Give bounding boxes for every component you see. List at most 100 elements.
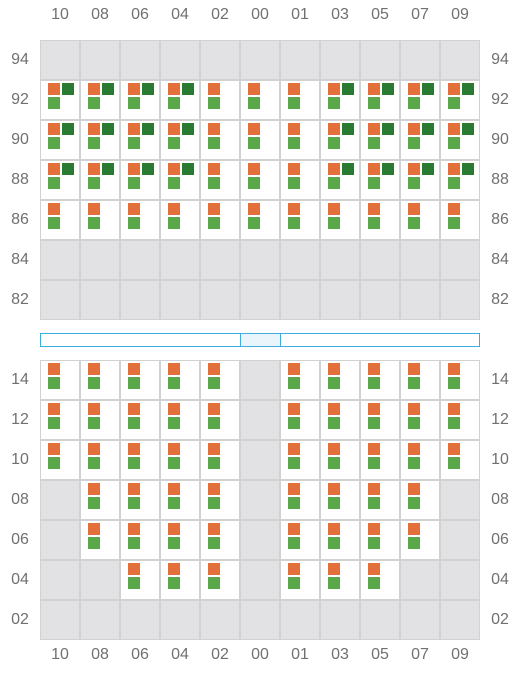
upper-cell-92-00[interactable] — [240, 80, 280, 120]
lower-cell-14-04[interactable] — [160, 360, 200, 400]
lower-cell-10-01[interactable] — [280, 440, 320, 480]
lower-cell-06-07[interactable] — [400, 520, 440, 560]
upper-cell-88-05[interactable] — [360, 160, 400, 200]
lower-cell-14-10[interactable] — [40, 360, 80, 400]
upper-cell-92-03[interactable] — [320, 80, 360, 120]
upper-cell-88-07[interactable] — [400, 160, 440, 200]
lower-cell-14-05[interactable] — [360, 360, 400, 400]
upper-cell-86-01[interactable] — [280, 200, 320, 240]
lower-cell-08-01[interactable] — [280, 480, 320, 520]
lower-cell-06-08[interactable] — [80, 520, 120, 560]
row-label-right: 90 — [491, 131, 509, 148]
lower-cell-12-02[interactable] — [200, 400, 240, 440]
lower-cell-10-04[interactable] — [160, 440, 200, 480]
upper-cell-84-03 — [320, 240, 360, 280]
lower-cell-04-04[interactable] — [160, 560, 200, 600]
lower-cell-12-05[interactable] — [360, 400, 400, 440]
upper-cell-90-01[interactable] — [280, 120, 320, 160]
lower-cell-06-01[interactable] — [280, 520, 320, 560]
upper-cell-88-10[interactable] — [40, 160, 80, 200]
lower-cell-10-08[interactable] — [80, 440, 120, 480]
upper-cell-92-05[interactable] — [360, 80, 400, 120]
lower-cell-08-04[interactable] — [160, 480, 200, 520]
upper-cell-90-02[interactable] — [200, 120, 240, 160]
upper-cell-86-09[interactable] — [440, 200, 480, 240]
upper-cell-88-01[interactable] — [280, 160, 320, 200]
lower-cell-08-03[interactable] — [320, 480, 360, 520]
lower-cell-14-03[interactable] — [320, 360, 360, 400]
lower-cell-10-02[interactable] — [200, 440, 240, 480]
upper-cell-84-00 — [240, 240, 280, 280]
upper-cell-90-09[interactable] — [440, 120, 480, 160]
lower-cell-10-09[interactable] — [440, 440, 480, 480]
lower-cell-06-05[interactable] — [360, 520, 400, 560]
upper-cell-92-04[interactable] — [160, 80, 200, 120]
upper-cell-86-03[interactable] — [320, 200, 360, 240]
upper-cell-88-06[interactable] — [120, 160, 160, 200]
lower-cell-08-08[interactable] — [80, 480, 120, 520]
upper-cell-88-08[interactable] — [80, 160, 120, 200]
upper-cell-86-08[interactable] — [80, 200, 120, 240]
lower-cell-04-05[interactable] — [360, 560, 400, 600]
upper-cell-88-09[interactable] — [440, 160, 480, 200]
lower-cell-10-07[interactable] — [400, 440, 440, 480]
upper-cell-88-00[interactable] — [240, 160, 280, 200]
lower-cell-14-09[interactable] — [440, 360, 480, 400]
lower-cell-12-07[interactable] — [400, 400, 440, 440]
upper-cell-92-10[interactable] — [40, 80, 80, 120]
lower-cell-04-03[interactable] — [320, 560, 360, 600]
upper-cell-92-01[interactable] — [280, 80, 320, 120]
lower-cell-12-08[interactable] — [80, 400, 120, 440]
lower-cell-12-03[interactable] — [320, 400, 360, 440]
lower-cell-10-06[interactable] — [120, 440, 160, 480]
lower-cell-10-03[interactable] — [320, 440, 360, 480]
lower-cell-04-01[interactable] — [280, 560, 320, 600]
upper-cell-90-06[interactable] — [120, 120, 160, 160]
upper-cell-86-04[interactable] — [160, 200, 200, 240]
upper-cell-90-03[interactable] — [320, 120, 360, 160]
lower-cell-12-04[interactable] — [160, 400, 200, 440]
lower-cell-10-10[interactable] — [40, 440, 80, 480]
lower-cell-06-03[interactable] — [320, 520, 360, 560]
upper-cell-90-04[interactable] — [160, 120, 200, 160]
upper-cell-92-07[interactable] — [400, 80, 440, 120]
lower-cell-06-02[interactable] — [200, 520, 240, 560]
lower-cell-08-06[interactable] — [120, 480, 160, 520]
lower-cell-06-04[interactable] — [160, 520, 200, 560]
upper-cell-86-07[interactable] — [400, 200, 440, 240]
upper-cell-84-09 — [440, 240, 480, 280]
upper-cell-86-10[interactable] — [40, 200, 80, 240]
lower-cell-10-05[interactable] — [360, 440, 400, 480]
upper-cell-86-06[interactable] — [120, 200, 160, 240]
upper-cell-90-00[interactable] — [240, 120, 280, 160]
lower-cell-14-01[interactable] — [280, 360, 320, 400]
lower-cell-06-06[interactable] — [120, 520, 160, 560]
lower-cell-12-01[interactable] — [280, 400, 320, 440]
lower-cell-12-06[interactable] — [120, 400, 160, 440]
lower-cell-04-06[interactable] — [120, 560, 160, 600]
upper-cell-92-08[interactable] — [80, 80, 120, 120]
lower-cell-12-09[interactable] — [440, 400, 480, 440]
upper-cell-92-09[interactable] — [440, 80, 480, 120]
upper-cell-86-02[interactable] — [200, 200, 240, 240]
lower-cell-14-02[interactable] — [200, 360, 240, 400]
upper-cell-88-03[interactable] — [320, 160, 360, 200]
lower-cell-12-10[interactable] — [40, 400, 80, 440]
upper-cell-86-05[interactable] — [360, 200, 400, 240]
lower-cell-14-06[interactable] — [120, 360, 160, 400]
lower-cell-14-08[interactable] — [80, 360, 120, 400]
upper-cell-90-08[interactable] — [80, 120, 120, 160]
upper-cell-88-02[interactable] — [200, 160, 240, 200]
upper-cell-88-04[interactable] — [160, 160, 200, 200]
lower-cell-08-02[interactable] — [200, 480, 240, 520]
upper-cell-92-06[interactable] — [120, 80, 160, 120]
lower-cell-04-02[interactable] — [200, 560, 240, 600]
upper-cell-90-05[interactable] — [360, 120, 400, 160]
upper-cell-86-00[interactable] — [240, 200, 280, 240]
lower-cell-08-07[interactable] — [400, 480, 440, 520]
upper-cell-92-02[interactable] — [200, 80, 240, 120]
lower-cell-08-05[interactable] — [360, 480, 400, 520]
lower-cell-14-07[interactable] — [400, 360, 440, 400]
upper-cell-90-07[interactable] — [400, 120, 440, 160]
upper-cell-90-10[interactable] — [40, 120, 80, 160]
